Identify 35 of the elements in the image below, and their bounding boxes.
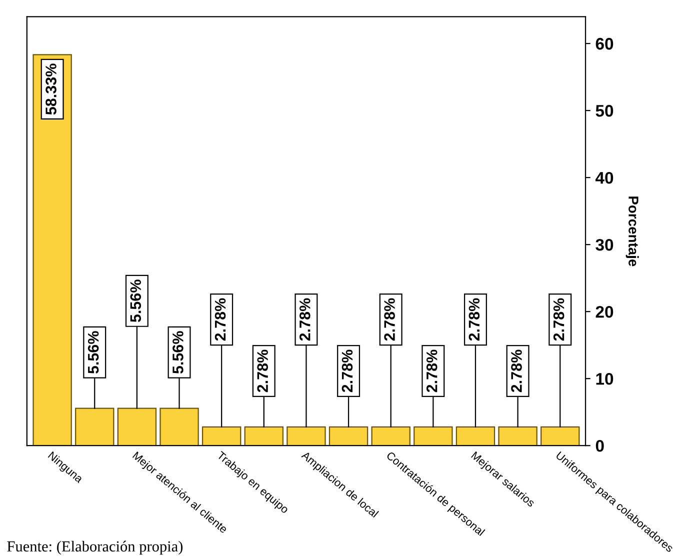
y-tick-label: 40 bbox=[595, 172, 614, 184]
y-tick-label: 20 bbox=[596, 306, 614, 318]
bar bbox=[414, 426, 453, 446]
data-label: 5.56% bbox=[130, 280, 142, 322]
y-tick-label: 50 bbox=[596, 104, 614, 117]
data-label: 58.33% bbox=[46, 64, 56, 115]
data-label: 2.78% bbox=[426, 350, 438, 392]
bar bbox=[540, 426, 580, 446]
data-label: 2.78% bbox=[300, 298, 310, 341]
data-label: 2.78% bbox=[384, 298, 395, 341]
data-label: 2.78% bbox=[214, 298, 226, 341]
source-note: Fuente: (Elaboración propia) bbox=[7, 540, 183, 555]
data-label: 2.78% bbox=[342, 350, 353, 392]
bar bbox=[32, 54, 72, 446]
bar bbox=[371, 426, 410, 446]
bar bbox=[117, 408, 157, 446]
y-tick-label: 0 bbox=[596, 440, 604, 452]
bar bbox=[498, 426, 538, 446]
data-label: 5.56% bbox=[88, 331, 99, 374]
data-label: 5.56% bbox=[172, 331, 184, 374]
bar bbox=[328, 426, 368, 446]
bar bbox=[202, 426, 242, 446]
data-label: 2.78% bbox=[468, 298, 480, 341]
bar bbox=[160, 408, 199, 446]
y-axis-title: Porcentaje bbox=[626, 196, 639, 266]
data-label: 2.78% bbox=[257, 350, 268, 392]
bar bbox=[456, 426, 496, 446]
bar bbox=[244, 426, 284, 446]
bar bbox=[286, 426, 326, 446]
y-tick-label: 60 bbox=[596, 38, 614, 50]
y-tick-label: 30 bbox=[596, 238, 614, 251]
y-tick-label: 10 bbox=[596, 372, 614, 385]
bar bbox=[75, 408, 114, 446]
data-label: 2.78% bbox=[511, 350, 522, 392]
data-label: 2.78% bbox=[553, 298, 564, 341]
